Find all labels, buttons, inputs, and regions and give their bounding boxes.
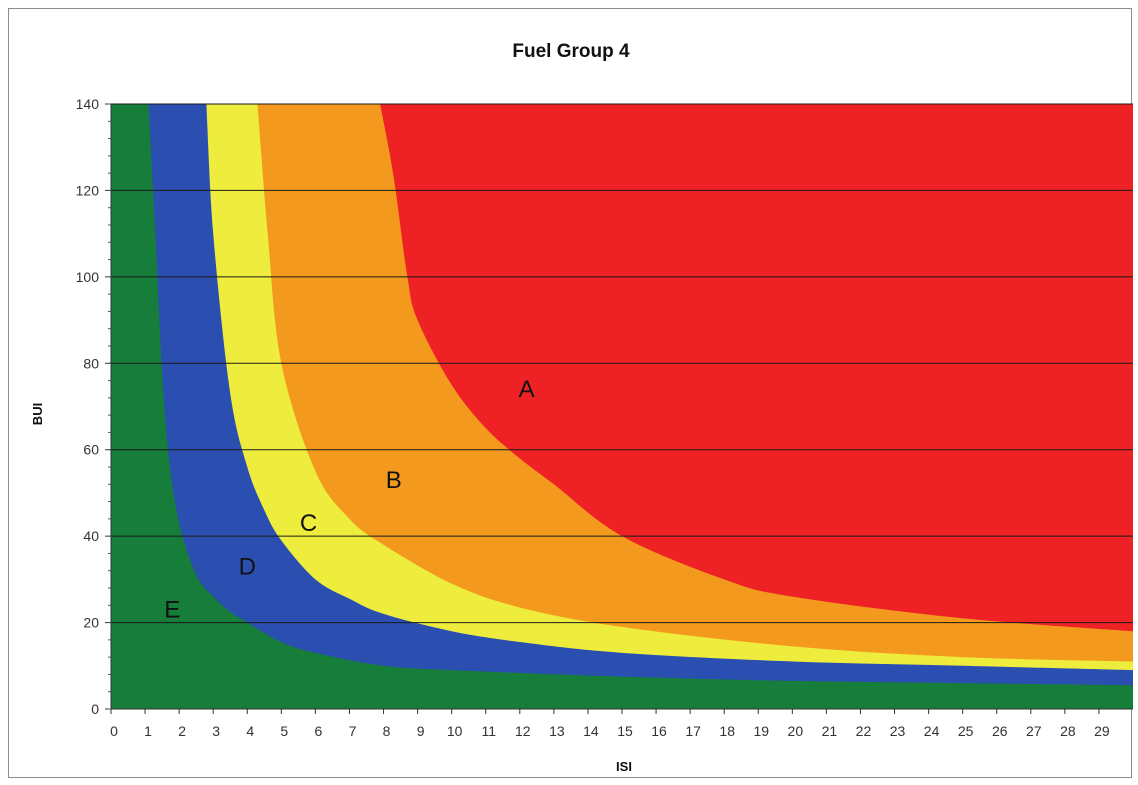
y-axis-title: BUI — [30, 403, 45, 425]
y-tick-label-60: 60 — [83, 442, 99, 458]
x-tick-label-3: 3 — [212, 723, 220, 739]
x-tick-label-14: 14 — [583, 723, 599, 739]
chart-title: Fuel Group 4 — [512, 41, 630, 62]
region-label-b: B — [386, 467, 402, 494]
chart-frame: Fuel Group 4 0 20 40 60 80 100 120 140 0 1 2 3 4 5 6 7 8… — [8, 8, 1133, 778]
region-label-d: D — [239, 553, 256, 580]
x-tick-label-23: 23 — [890, 723, 906, 739]
region-label-a: A — [519, 376, 535, 403]
x-tick-label-28: 28 — [1060, 723, 1076, 739]
x-tick-label-2: 2 — [178, 723, 186, 739]
y-tick-label-80: 80 — [83, 355, 99, 371]
region-c — [111, 104, 1133, 709]
x-tick-label-27: 27 — [1026, 723, 1042, 739]
y-tick-label-120: 120 — [76, 182, 100, 198]
x-tick-label-8: 8 — [383, 723, 391, 739]
x-tick-label-26: 26 — [992, 723, 1008, 739]
x-tick-label-17: 17 — [685, 723, 701, 739]
x-tick-label-5: 5 — [280, 723, 288, 739]
region-label-c: C — [300, 510, 317, 537]
x-tick-label-22: 22 — [856, 723, 872, 739]
x-tick-label-13: 13 — [549, 723, 565, 739]
y-tick-label-0: 0 — [91, 701, 99, 717]
x-tick-label-19: 19 — [753, 723, 769, 739]
region-e — [111, 104, 1133, 709]
x-tick-label-18: 18 — [719, 723, 735, 739]
y-tick-label-140: 140 — [76, 96, 100, 112]
x-tick-label-9: 9 — [417, 723, 425, 739]
x-tick-label-1: 1 — [144, 723, 152, 739]
x-tick-label-21: 21 — [822, 723, 838, 739]
regions-layer — [111, 104, 1133, 709]
x-tick-label-24: 24 — [924, 723, 940, 739]
y-tick-label-40: 40 — [83, 528, 99, 544]
x-tick-label-6: 6 — [315, 723, 323, 739]
x-tick-label-7: 7 — [349, 723, 357, 739]
x-tick-label-0: 0 — [110, 723, 118, 739]
x-tick-label-15: 15 — [617, 723, 633, 739]
x-tick-label-10: 10 — [447, 723, 463, 739]
grid-layer — [111, 103, 1133, 624]
x-tick-label-11: 11 — [481, 723, 496, 739]
region-labels: A B C D E — [164, 376, 534, 623]
x-tick-label-20: 20 — [788, 723, 804, 739]
x-tick-label-12: 12 — [515, 723, 531, 739]
y-tick-label-100: 100 — [76, 269, 100, 285]
x-axis-title: ISI — [616, 759, 632, 774]
x-tick-label-16: 16 — [651, 723, 667, 739]
x-tick-label-4: 4 — [246, 723, 254, 739]
region-label-e: E — [164, 597, 180, 624]
y-tick-label-20: 20 — [83, 615, 99, 631]
x-tick-label-29: 29 — [1094, 723, 1110, 739]
x-tick-label-25: 25 — [958, 723, 974, 739]
